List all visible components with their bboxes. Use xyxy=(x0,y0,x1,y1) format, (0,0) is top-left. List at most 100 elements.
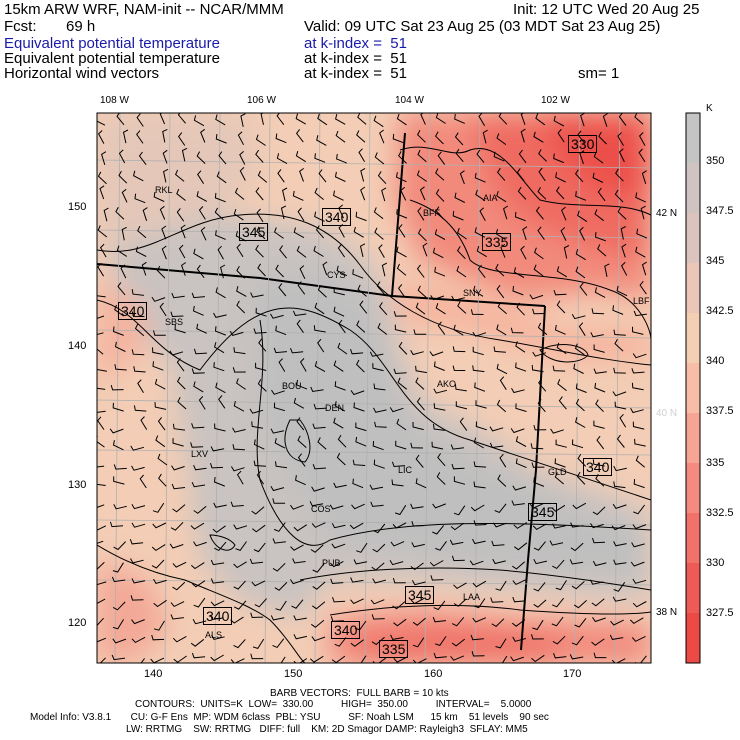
wind-barb xyxy=(113,464,127,470)
wind-barb xyxy=(235,230,247,242)
wind-barb xyxy=(398,151,407,164)
wind-barb xyxy=(451,555,465,562)
wind-barb xyxy=(113,541,126,551)
wind-barb xyxy=(410,442,424,449)
wind-barb xyxy=(538,167,546,182)
wind-barb xyxy=(336,265,348,277)
wind-barb xyxy=(435,113,446,124)
wind-barb xyxy=(181,262,186,276)
wind-barb xyxy=(235,378,246,390)
wind-barb xyxy=(557,379,567,391)
x-tick-160: 160 xyxy=(424,668,443,680)
wind-barb xyxy=(410,562,424,571)
wind-barb xyxy=(374,227,384,240)
wind-barb xyxy=(140,416,148,430)
wind-barb xyxy=(450,522,465,531)
wind-barb xyxy=(514,542,528,551)
wind-barb xyxy=(410,349,424,356)
wind-barb xyxy=(257,379,267,392)
wind-barb xyxy=(357,113,367,125)
wind-barb xyxy=(293,634,308,640)
station-lic: LIC xyxy=(398,465,413,475)
wind-barb xyxy=(553,289,567,296)
wind-barb xyxy=(273,227,284,239)
wind-barb xyxy=(311,619,325,628)
wind-barb xyxy=(236,470,244,485)
wind-barb xyxy=(433,361,445,371)
theta-e-field xyxy=(97,113,651,663)
wind-barb xyxy=(99,243,107,258)
wind-barb xyxy=(190,442,204,448)
wind-barb xyxy=(550,428,564,434)
station-gld: GLD xyxy=(548,467,567,477)
station-lbf: LBF xyxy=(633,296,650,306)
wind-barb xyxy=(193,248,204,260)
wind-barb xyxy=(295,129,304,143)
wind-barb xyxy=(275,133,287,144)
wind-barb xyxy=(191,481,206,488)
colorbar-swatch xyxy=(686,613,700,664)
wind-barb xyxy=(632,421,645,430)
wind-barb xyxy=(233,347,246,355)
wind-barb xyxy=(572,502,587,510)
wind-barb xyxy=(437,321,446,335)
wind-barb xyxy=(575,398,585,412)
wind-barb xyxy=(429,560,444,567)
wind-barb xyxy=(151,296,166,302)
wind-barb xyxy=(113,504,127,510)
wind-barb xyxy=(131,465,145,471)
wind-barb xyxy=(451,463,465,470)
wind-barb xyxy=(275,264,285,278)
wind-barb xyxy=(111,654,126,661)
wind-barb xyxy=(512,596,526,603)
wind-barb xyxy=(193,505,207,514)
wind-barb xyxy=(510,656,524,662)
wind-barb xyxy=(631,635,646,642)
wind-barb xyxy=(191,292,205,299)
wind-barb xyxy=(312,563,325,573)
wind-barb xyxy=(317,437,327,450)
wind-barb xyxy=(215,134,227,144)
wind-barb xyxy=(639,280,647,295)
wind-barb xyxy=(334,637,347,647)
wind-barb xyxy=(278,358,286,372)
wind-barb xyxy=(230,658,245,663)
wind-barb xyxy=(313,245,324,257)
wind-barb xyxy=(612,596,627,602)
wind-barb xyxy=(177,132,186,146)
wind-barb xyxy=(270,313,284,319)
wind-barb xyxy=(612,503,627,509)
wind-barb xyxy=(411,580,426,586)
wind-barb xyxy=(111,576,126,583)
wind-barb xyxy=(131,619,145,625)
wind-barb xyxy=(232,367,246,373)
footer-model-info-2: LW: RRTMG SW: RRTMG DIFF: full KM: 2D Sm… xyxy=(126,724,528,735)
wind-barb xyxy=(632,601,647,608)
wind-barb xyxy=(473,520,487,526)
wind-barb xyxy=(453,505,466,516)
wind-barb xyxy=(135,246,147,257)
wind-barb xyxy=(520,128,526,143)
wind-barb xyxy=(139,474,147,489)
wind-barb xyxy=(112,326,124,336)
wind-barb xyxy=(338,319,346,334)
wind-barb xyxy=(451,638,466,647)
wind-barb xyxy=(274,437,286,449)
y-tick-140: 140 xyxy=(68,340,87,352)
wind-barb xyxy=(496,324,507,336)
wind-barb xyxy=(553,653,567,659)
wind-barb xyxy=(500,244,506,258)
wind-barb xyxy=(554,472,565,485)
wind-barb xyxy=(372,441,384,451)
wind-barb xyxy=(295,475,306,486)
wind-barb xyxy=(134,323,145,337)
wind-barb xyxy=(154,378,166,390)
wind-barb xyxy=(434,636,447,646)
wind-barb xyxy=(633,310,647,317)
wind-barb xyxy=(397,284,406,298)
colorbar-label-340: 340 xyxy=(706,355,725,367)
wind-barb xyxy=(496,399,507,413)
wind-barb xyxy=(370,501,384,507)
wind-barb xyxy=(312,601,326,610)
wind-barb xyxy=(314,153,326,163)
